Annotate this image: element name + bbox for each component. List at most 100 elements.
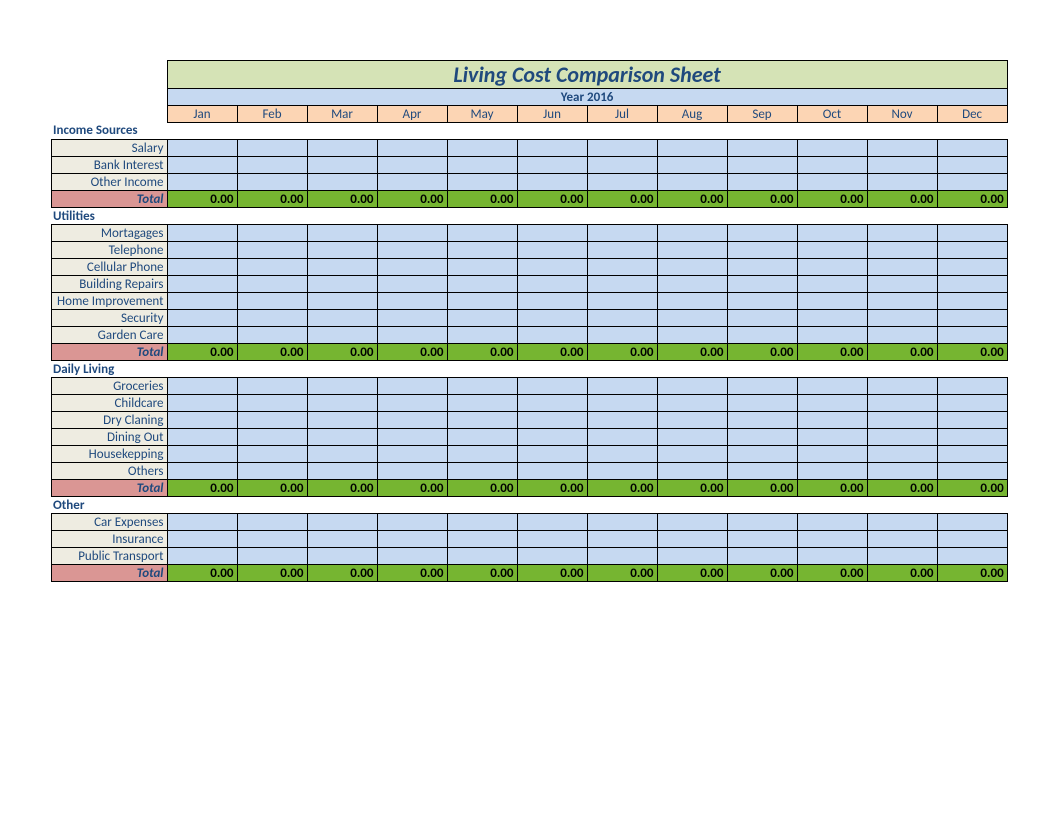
- data-cell[interactable]: [237, 225, 307, 242]
- data-cell[interactable]: [517, 259, 587, 276]
- data-cell[interactable]: [167, 259, 237, 276]
- data-cell[interactable]: [517, 548, 587, 565]
- data-cell[interactable]: [937, 446, 1007, 463]
- data-cell[interactable]: [167, 225, 237, 242]
- data-cell[interactable]: [797, 395, 867, 412]
- data-cell[interactable]: [167, 463, 237, 480]
- data-cell[interactable]: [307, 259, 377, 276]
- data-cell[interactable]: [587, 548, 657, 565]
- data-cell[interactable]: [167, 242, 237, 259]
- data-cell[interactable]: [377, 276, 447, 293]
- data-cell[interactable]: [447, 276, 517, 293]
- data-cell[interactable]: [307, 157, 377, 174]
- data-cell[interactable]: [867, 378, 937, 395]
- data-cell[interactable]: [657, 395, 727, 412]
- data-cell[interactable]: [167, 412, 237, 429]
- data-cell[interactable]: [657, 276, 727, 293]
- data-cell[interactable]: [377, 225, 447, 242]
- data-cell[interactable]: [587, 446, 657, 463]
- data-cell[interactable]: [517, 310, 587, 327]
- data-cell[interactable]: [797, 446, 867, 463]
- data-cell[interactable]: [237, 327, 307, 344]
- data-cell[interactable]: [657, 310, 727, 327]
- data-cell[interactable]: [237, 174, 307, 191]
- data-cell[interactable]: [937, 429, 1007, 446]
- data-cell[interactable]: [797, 531, 867, 548]
- data-cell[interactable]: [587, 293, 657, 310]
- data-cell[interactable]: [307, 429, 377, 446]
- data-cell[interactable]: [237, 310, 307, 327]
- data-cell[interactable]: [237, 429, 307, 446]
- data-cell[interactable]: [657, 378, 727, 395]
- data-cell[interactable]: [727, 395, 797, 412]
- data-cell[interactable]: [307, 327, 377, 344]
- data-cell[interactable]: [167, 174, 237, 191]
- data-cell[interactable]: [517, 157, 587, 174]
- data-cell[interactable]: [727, 463, 797, 480]
- data-cell[interactable]: [377, 463, 447, 480]
- data-cell[interactable]: [727, 429, 797, 446]
- data-cell[interactable]: [657, 446, 727, 463]
- data-cell[interactable]: [447, 293, 517, 310]
- data-cell[interactable]: [517, 174, 587, 191]
- data-cell[interactable]: [587, 259, 657, 276]
- data-cell[interactable]: [727, 293, 797, 310]
- data-cell[interactable]: [797, 310, 867, 327]
- data-cell[interactable]: [377, 293, 447, 310]
- data-cell[interactable]: [587, 378, 657, 395]
- data-cell[interactable]: [797, 157, 867, 174]
- data-cell[interactable]: [167, 276, 237, 293]
- data-cell[interactable]: [867, 463, 937, 480]
- data-cell[interactable]: [657, 327, 727, 344]
- data-cell[interactable]: [867, 412, 937, 429]
- data-cell[interactable]: [937, 548, 1007, 565]
- data-cell[interactable]: [797, 327, 867, 344]
- data-cell[interactable]: [657, 429, 727, 446]
- data-cell[interactable]: [447, 242, 517, 259]
- data-cell[interactable]: [307, 463, 377, 480]
- data-cell[interactable]: [587, 514, 657, 531]
- data-cell[interactable]: [797, 378, 867, 395]
- data-cell[interactable]: [447, 412, 517, 429]
- data-cell[interactable]: [377, 140, 447, 157]
- data-cell[interactable]: [587, 157, 657, 174]
- data-cell[interactable]: [797, 514, 867, 531]
- data-cell[interactable]: [937, 395, 1007, 412]
- data-cell[interactable]: [657, 225, 727, 242]
- data-cell[interactable]: [937, 225, 1007, 242]
- data-cell[interactable]: [727, 157, 797, 174]
- data-cell[interactable]: [237, 378, 307, 395]
- data-cell[interactable]: [727, 548, 797, 565]
- data-cell[interactable]: [867, 310, 937, 327]
- data-cell[interactable]: [867, 157, 937, 174]
- data-cell[interactable]: [727, 310, 797, 327]
- data-cell[interactable]: [727, 514, 797, 531]
- data-cell[interactable]: [517, 463, 587, 480]
- data-cell[interactable]: [587, 225, 657, 242]
- data-cell[interactable]: [307, 174, 377, 191]
- data-cell[interactable]: [587, 395, 657, 412]
- data-cell[interactable]: [237, 395, 307, 412]
- data-cell[interactable]: [657, 174, 727, 191]
- data-cell[interactable]: [587, 174, 657, 191]
- data-cell[interactable]: [237, 531, 307, 548]
- data-cell[interactable]: [517, 293, 587, 310]
- data-cell[interactable]: [867, 429, 937, 446]
- data-cell[interactable]: [867, 174, 937, 191]
- data-cell[interactable]: [517, 140, 587, 157]
- data-cell[interactable]: [237, 412, 307, 429]
- data-cell[interactable]: [867, 514, 937, 531]
- data-cell[interactable]: [167, 531, 237, 548]
- data-cell[interactable]: [167, 514, 237, 531]
- data-cell[interactable]: [167, 548, 237, 565]
- data-cell[interactable]: [587, 140, 657, 157]
- data-cell[interactable]: [307, 412, 377, 429]
- data-cell[interactable]: [937, 259, 1007, 276]
- data-cell[interactable]: [937, 174, 1007, 191]
- data-cell[interactable]: [447, 259, 517, 276]
- data-cell[interactable]: [447, 446, 517, 463]
- data-cell[interactable]: [587, 429, 657, 446]
- data-cell[interactable]: [867, 446, 937, 463]
- data-cell[interactable]: [867, 293, 937, 310]
- data-cell[interactable]: [517, 395, 587, 412]
